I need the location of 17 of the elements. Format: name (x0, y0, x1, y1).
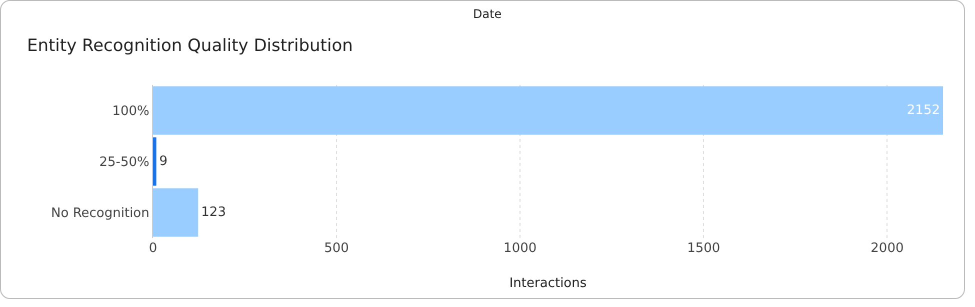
chart-title: Entity Recognition Quality Distribution (27, 36, 353, 56)
y-tick-label: 25-50% (99, 155, 150, 170)
text: Date (473, 7, 502, 21)
x-tick-label: 1500 (687, 241, 720, 256)
x-tick-label: 500 (324, 241, 349, 256)
x-tick-label: 1000 (504, 241, 537, 256)
x-tick-label: 2000 (870, 241, 904, 256)
x-tick-label: 0 (148, 241, 158, 256)
bar (153, 188, 198, 237)
bar (153, 137, 156, 186)
y-tick-label: No Recognition (51, 206, 150, 222)
data-label: 2152 (906, 103, 940, 118)
data-label: 123 (201, 205, 226, 220)
data-label: 9 (159, 154, 168, 170)
y-tick-label: 100% (112, 104, 150, 120)
x-axis-title: Interactions (509, 276, 587, 291)
bar (153, 86, 943, 135)
